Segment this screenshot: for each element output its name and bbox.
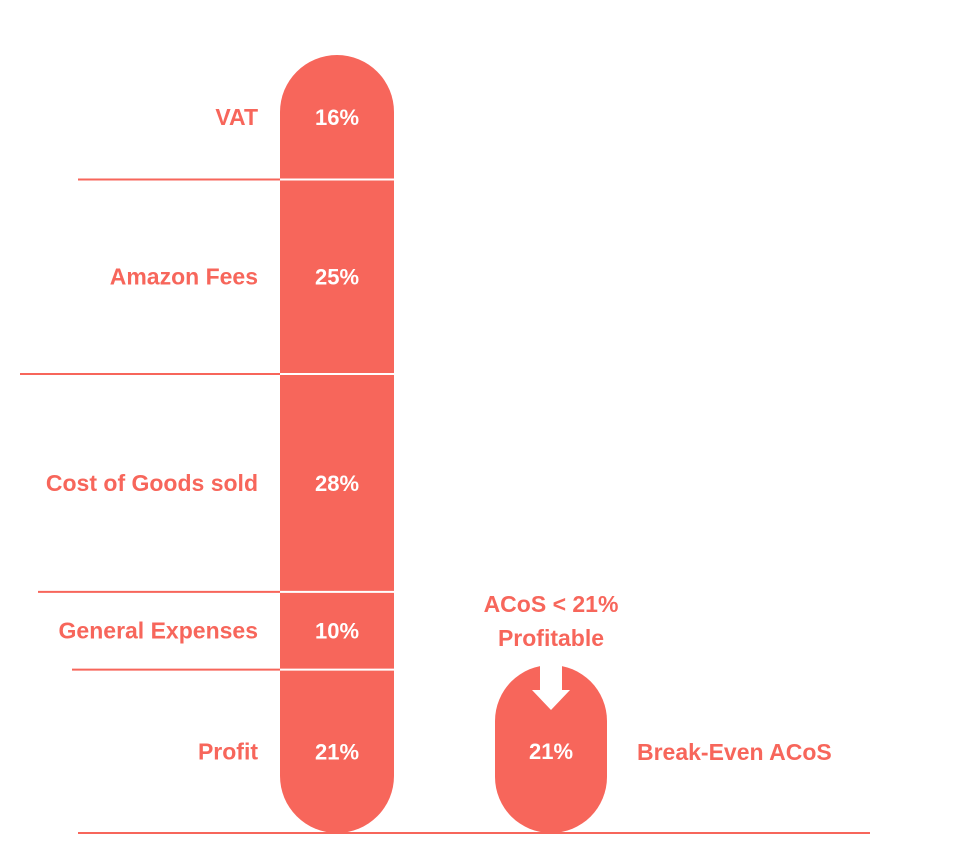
segment-vat bbox=[280, 55, 394, 180]
segment-value-vat: 16% bbox=[315, 105, 359, 130]
segment-value-amazon-fees: 25% bbox=[315, 265, 359, 290]
segment-value-profit: 21% bbox=[315, 739, 359, 764]
segment-amazon-fees bbox=[280, 179, 394, 374]
segment-general-expenses bbox=[280, 591, 394, 670]
segment-value-cost-of-goods-sold: 28% bbox=[315, 471, 359, 496]
annotation-line-1: ACoS < 21% bbox=[484, 591, 619, 617]
down-arrow-icon bbox=[532, 663, 570, 710]
stacked-bar bbox=[280, 55, 394, 833]
segment-profit bbox=[280, 669, 394, 833]
segment-dividers bbox=[20, 178, 394, 671]
segment-value-general-expenses: 10% bbox=[315, 619, 359, 644]
segment-labels: 16% VAT 25% Amazon Fees 28% Cost of Goods sol… bbox=[46, 104, 359, 764]
break-even-value: 21% bbox=[529, 739, 573, 764]
segment-label-amazon-fees: Amazon Fees bbox=[110, 264, 258, 290]
segment-label-profit: Profit bbox=[198, 738, 258, 764]
annotation-line-2: Profitable bbox=[498, 625, 604, 651]
break-even-label: Break-Even ACoS bbox=[637, 739, 832, 765]
segment-label-vat: VAT bbox=[215, 104, 258, 130]
segment-cost-of-goods-sold bbox=[280, 373, 394, 592]
segment-label-general-expenses: General Expenses bbox=[59, 618, 258, 644]
segment-label-cost-of-goods-sold: Cost of Goods sold bbox=[46, 470, 258, 496]
